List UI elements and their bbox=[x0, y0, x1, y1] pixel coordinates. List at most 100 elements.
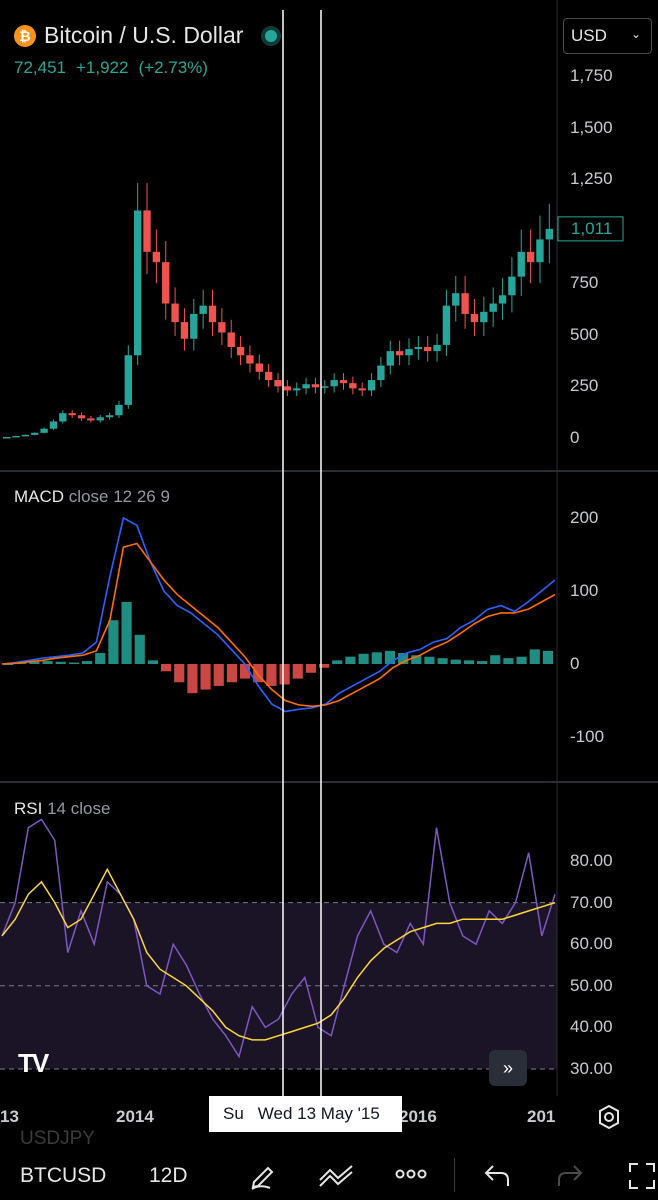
more-icon[interactable] bbox=[395, 1166, 427, 1187]
macd-tick-label: 0 bbox=[570, 654, 580, 673]
interval-button[interactable]: 12D bbox=[149, 1164, 188, 1187]
candle-body bbox=[480, 311, 488, 323]
macd-hist-bar bbox=[542, 650, 553, 664]
candle-body bbox=[452, 293, 460, 306]
macd-hist-bar bbox=[477, 661, 488, 664]
candle-body bbox=[3, 436, 11, 439]
candle-body bbox=[208, 305, 217, 323]
candle-body bbox=[68, 413, 76, 416]
candle-body bbox=[386, 351, 394, 366]
macd-hist-bar bbox=[187, 664, 198, 694]
macd-hist-bar bbox=[279, 664, 290, 685]
time-tick-label: 13 bbox=[0, 1107, 19, 1126]
candle-body bbox=[246, 355, 254, 364]
price-change-pct: (+2.73%) bbox=[138, 58, 208, 77]
macd-hist-bar bbox=[292, 664, 303, 679]
rsi-params: 14 close bbox=[47, 799, 111, 818]
macd-hist-bar bbox=[3, 664, 14, 665]
rsi-lines bbox=[1, 818, 556, 1059]
macd-hist-bar bbox=[266, 664, 277, 686]
macd-hist-bar bbox=[108, 620, 119, 664]
symbol-button[interactable]: BTCUSD bbox=[20, 1164, 107, 1187]
candle-body bbox=[12, 435, 20, 438]
candle-body bbox=[152, 251, 161, 263]
candle-body bbox=[470, 313, 479, 323]
candle-body bbox=[31, 432, 39, 435]
rsi-tick-label: 40.00 bbox=[570, 1017, 613, 1037]
candle-body bbox=[133, 210, 142, 356]
candle-body bbox=[59, 413, 67, 422]
crosshair-date-prefix: Su bbox=[223, 1104, 244, 1123]
candle-body bbox=[302, 384, 310, 389]
market-status-icon[interactable] bbox=[261, 25, 282, 46]
candle-body bbox=[424, 346, 432, 352]
crosshair-date-tooltip: Su Wed 13 May '15 bbox=[209, 1096, 402, 1132]
macd-hist-bar bbox=[213, 664, 224, 686]
rsi-tick-label: 50.00 bbox=[570, 975, 613, 995]
candle-body bbox=[517, 251, 525, 277]
scroll-to-realtime-button[interactable]: » bbox=[489, 1050, 527, 1086]
price-tick-label: 1,500 bbox=[570, 117, 613, 137]
undo-icon[interactable] bbox=[483, 1162, 511, 1193]
time-tick-label: 201 bbox=[527, 1107, 556, 1126]
candle-body bbox=[115, 404, 123, 416]
rsi-tick-label: 80.00 bbox=[570, 851, 613, 870]
macd-hist-bar bbox=[516, 656, 527, 664]
price-line: 72,451 +1,922 (+2.73%) bbox=[14, 58, 208, 78]
macd-hist-bar bbox=[121, 601, 132, 664]
currency-value: USD bbox=[571, 26, 607, 45]
price-tick-label: 250 bbox=[570, 376, 599, 396]
candle-body bbox=[87, 418, 95, 421]
candle-body bbox=[180, 322, 189, 339]
settings-gear-icon[interactable] bbox=[596, 1104, 622, 1130]
draw-pencil-icon[interactable] bbox=[248, 1160, 278, 1195]
macd-hist-bar bbox=[424, 656, 435, 664]
macd-hist-bar bbox=[345, 656, 356, 664]
candle-body bbox=[545, 228, 553, 240]
macd-hist-bar bbox=[490, 655, 501, 664]
fullscreen-icon[interactable] bbox=[628, 1162, 656, 1195]
macd-hist-bar bbox=[332, 660, 343, 664]
redo-icon[interactable] bbox=[556, 1162, 584, 1193]
candle-body bbox=[526, 251, 535, 263]
price-tick-label: 1,750 bbox=[570, 66, 613, 85]
rsi-ma-line bbox=[1, 867, 556, 1041]
currency-select[interactable]: USD ⌄ bbox=[563, 18, 652, 54]
bottom-toolbar: BTCUSD 12D bbox=[0, 1150, 658, 1200]
macd-hist-bar bbox=[437, 658, 448, 664]
bitcoin-icon: ₿ bbox=[14, 24, 36, 47]
candle-body bbox=[283, 386, 292, 391]
time-tick-label: 2016 bbox=[399, 1107, 437, 1126]
macd-hist-bar bbox=[358, 653, 369, 664]
candle-body bbox=[442, 305, 451, 345]
symbol-title[interactable]: ₿ Bitcoin / U.S. Dollar bbox=[14, 22, 282, 49]
rsi-label[interactable]: RSI 14 close bbox=[14, 799, 110, 819]
candle-body bbox=[405, 349, 413, 356]
candle-body bbox=[377, 365, 385, 381]
macd-hist-bar bbox=[200, 664, 211, 690]
candle-body bbox=[358, 388, 366, 391]
candle-body bbox=[367, 380, 376, 391]
price-candles bbox=[3, 183, 553, 439]
ghost-symbol: USDJPY bbox=[20, 1128, 95, 1149]
candle-body bbox=[414, 346, 423, 350]
symbol-title-text: Bitcoin / U.S. Dollar bbox=[44, 22, 244, 48]
candle-body bbox=[433, 344, 441, 352]
rsi-name: RSI bbox=[14, 799, 43, 818]
rsi-tick-label: 60.00 bbox=[570, 934, 613, 954]
rsi-line bbox=[1, 818, 556, 1059]
candle-body bbox=[293, 388, 301, 391]
macd-hist-bar bbox=[253, 664, 264, 683]
candle-body bbox=[236, 346, 245, 356]
rsi-tick-label: 30.00 bbox=[570, 1059, 613, 1078]
price-change: +1,922 bbox=[76, 58, 129, 77]
indicators-icon[interactable] bbox=[318, 1160, 354, 1195]
macd-hist-bar bbox=[240, 664, 251, 679]
candle-body bbox=[40, 428, 48, 433]
macd-label[interactable]: MACD close 12 26 9 bbox=[14, 487, 170, 507]
candle-body bbox=[395, 351, 404, 356]
candle-body bbox=[498, 295, 507, 304]
tradingview-logo: TV bbox=[18, 1048, 49, 1078]
candle-body bbox=[330, 380, 338, 387]
